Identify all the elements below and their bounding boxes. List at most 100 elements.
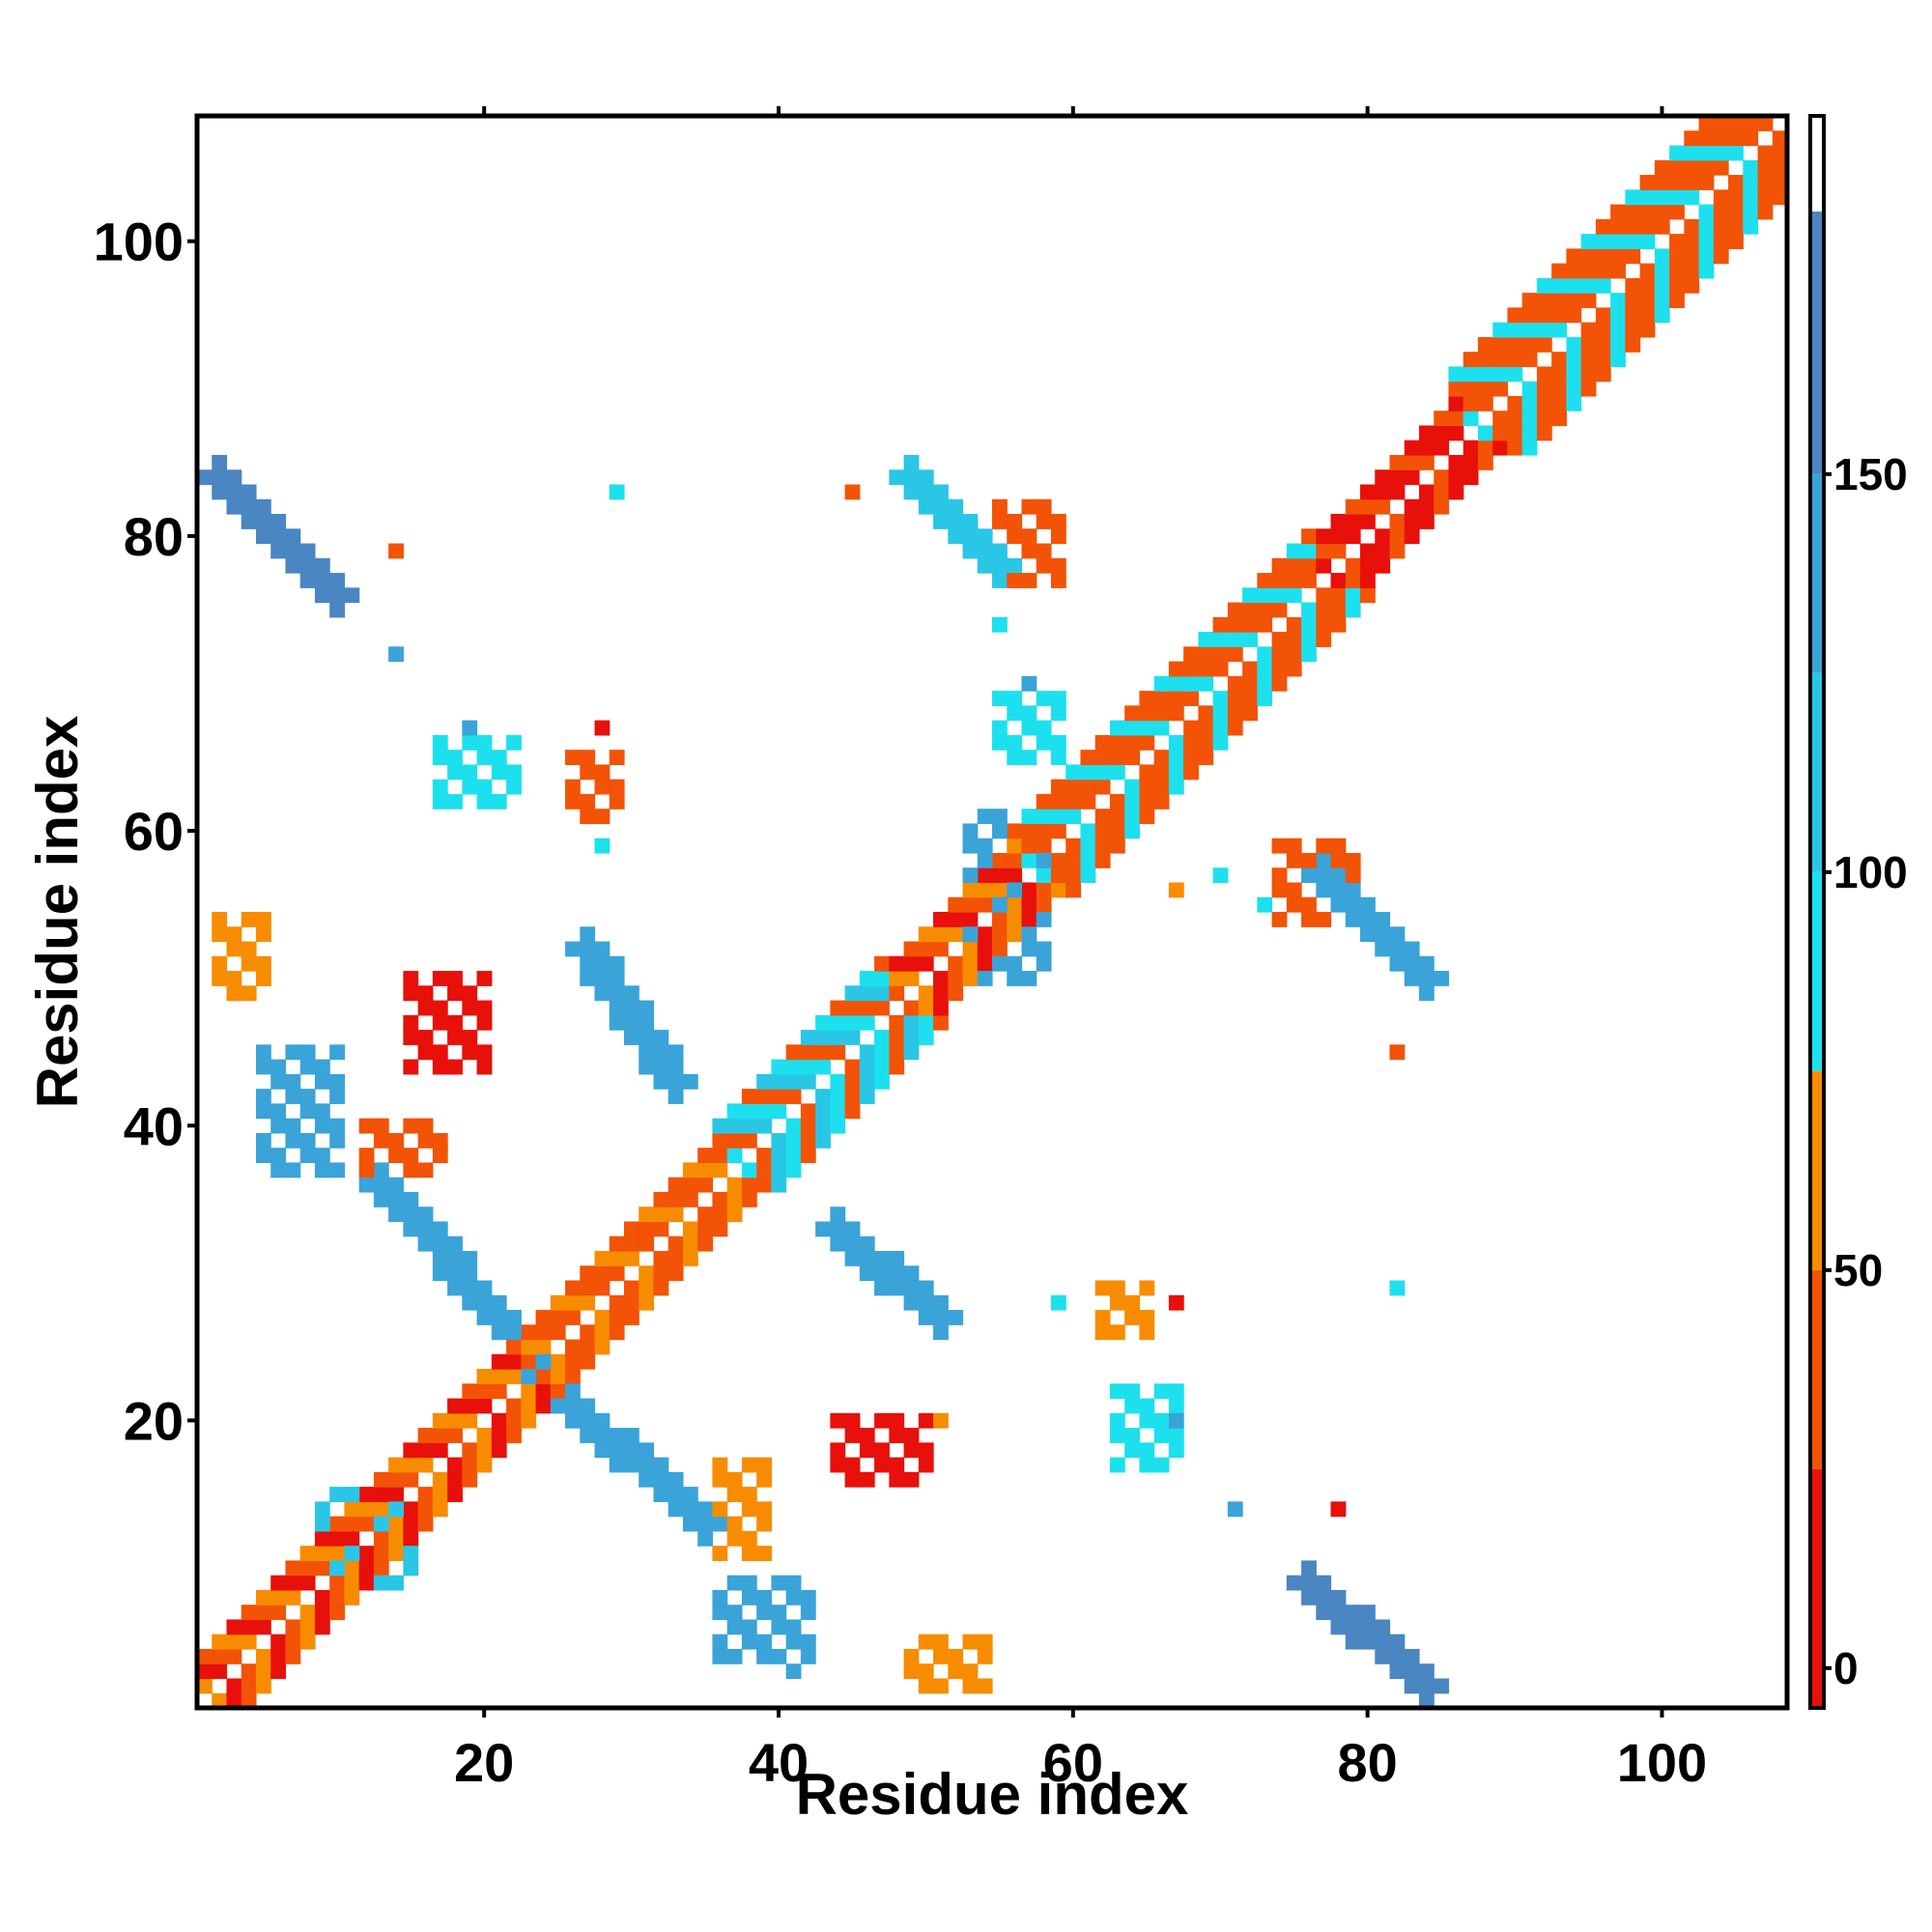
- heatmap-cell: [1330, 1589, 1347, 1605]
- heatmap-cell: [918, 1663, 934, 1680]
- heatmap-cell: [1036, 882, 1052, 898]
- heatmap-cell: [476, 1014, 493, 1031]
- heatmap-cell: [1610, 307, 1626, 324]
- heatmap-cell: [447, 1412, 463, 1429]
- heatmap-cell: [388, 646, 404, 663]
- heatmap-cell: [1551, 277, 1567, 294]
- heatmap-cell: [329, 1132, 346, 1149]
- heatmap-cell: [565, 1339, 581, 1355]
- heatmap-cell: [653, 1030, 669, 1045]
- heatmap-cell: [1242, 705, 1258, 722]
- heatmap-cell: [314, 1118, 330, 1134]
- heatmap-cell: [1007, 882, 1023, 898]
- heatmap-cell: [1404, 498, 1420, 515]
- heatmap-cell: [432, 1059, 448, 1075]
- heatmap-cell: [1316, 587, 1332, 604]
- heatmap-cell: [918, 955, 934, 972]
- heatmap-cell: [329, 587, 346, 604]
- heatmap-cell: [1124, 1383, 1141, 1400]
- heatmap-cell: [653, 1207, 669, 1223]
- heatmap-cell: [785, 1148, 802, 1164]
- heatmap-cell: [535, 1383, 552, 1400]
- heatmap-cell: [344, 1530, 360, 1547]
- heatmap-cell: [197, 1678, 213, 1694]
- heatmap-cell: [1418, 498, 1435, 515]
- heatmap-cell: [1124, 1398, 1141, 1414]
- heatmap-cell: [580, 764, 596, 781]
- heatmap-cell: [241, 498, 257, 515]
- heatmap-cell: [859, 1236, 875, 1252]
- heatmap-cell: [491, 1442, 507, 1459]
- heatmap-cell: [830, 1014, 846, 1031]
- heatmap-cell: [933, 1648, 949, 1664]
- heatmap-cell: [1109, 1428, 1125, 1443]
- heatmap-cell: [1198, 632, 1214, 647]
- heatmap-cell: [1007, 557, 1023, 574]
- heatmap-cell: [1242, 602, 1258, 618]
- heatmap-cell: [1434, 440, 1450, 456]
- heatmap-cell: [623, 1294, 639, 1311]
- heatmap-cell: [830, 1089, 846, 1104]
- heatmap-cell: [1036, 941, 1052, 957]
- heatmap-cell: [1625, 293, 1641, 308]
- heatmap-cell: [476, 793, 493, 810]
- heatmap-cell: [712, 1162, 728, 1179]
- heatmap-cell: [1168, 779, 1184, 795]
- heatmap-cell: [800, 1103, 816, 1120]
- heatmap-cell: [1286, 661, 1302, 677]
- heatmap-cell: [1669, 263, 1685, 279]
- heatmap-cell: [609, 793, 625, 810]
- heatmap-cell: [1639, 204, 1656, 220]
- heatmap-cell: [241, 941, 257, 957]
- y-tick-label: 40: [124, 1095, 184, 1156]
- heatmap-cell: [977, 926, 993, 943]
- heatmap-cell: [580, 926, 596, 943]
- heatmap-cell: [314, 1530, 330, 1547]
- heatmap-cell: [962, 543, 979, 559]
- heatmap-cell: [756, 1457, 772, 1473]
- heatmap-cell: [992, 896, 1008, 913]
- heatmap-cell: [388, 543, 404, 559]
- heatmap-cell: [1654, 263, 1670, 279]
- heatmap-cell: [874, 985, 890, 1002]
- heatmap-cell: [285, 1132, 301, 1149]
- heatmap-cell: [1521, 425, 1538, 441]
- heatmap-cell: [506, 1353, 522, 1370]
- heatmap-cell: [1065, 793, 1082, 810]
- heatmap-cell: [741, 1487, 757, 1502]
- heatmap-cell: [800, 1589, 816, 1605]
- heatmap-cell: [1316, 543, 1332, 559]
- heatmap-cell: [432, 971, 448, 986]
- heatmap-cell: [962, 838, 979, 854]
- heatmap-cell: [255, 528, 271, 545]
- heatmap-cell: [712, 1207, 728, 1223]
- heatmap-cell: [977, 941, 993, 957]
- heatmap-cell: [1566, 248, 1582, 265]
- heatmap-cell: [417, 1000, 434, 1016]
- heatmap-cell: [1007, 691, 1023, 706]
- heatmap-cell: [1212, 616, 1229, 633]
- heatmap-cell: [609, 1000, 625, 1016]
- heatmap-cell: [1580, 322, 1597, 338]
- heatmap-cell: [1418, 1692, 1435, 1709]
- heatmap-cell: [771, 1089, 787, 1104]
- heatmap-cell: [918, 1294, 934, 1311]
- heatmap-cell: [462, 1265, 478, 1282]
- heatmap-cell: [1566, 395, 1582, 412]
- x-tick-label: 80: [1337, 1732, 1397, 1793]
- heatmap-cell: [447, 1236, 463, 1252]
- heatmap-cell: [1404, 469, 1420, 486]
- heatmap-cell: [1094, 750, 1111, 766]
- y-axis-ticks: 20 40 60 80 100: [94, 212, 197, 1451]
- heatmap-cell: [535, 1310, 552, 1325]
- heatmap-cell: [918, 1634, 934, 1650]
- heatmap-cell: [933, 498, 949, 515]
- heatmap-cell: [1094, 764, 1111, 781]
- heatmap-cell: [447, 764, 463, 781]
- heatmap-cell: [623, 1014, 639, 1031]
- heatmap-cell: [1389, 543, 1406, 559]
- heatmap-cell: [771, 1059, 787, 1075]
- heatmap-cell: [1257, 661, 1273, 677]
- heatmap-cell: [1389, 514, 1406, 529]
- heatmap-cell: [1418, 971, 1435, 986]
